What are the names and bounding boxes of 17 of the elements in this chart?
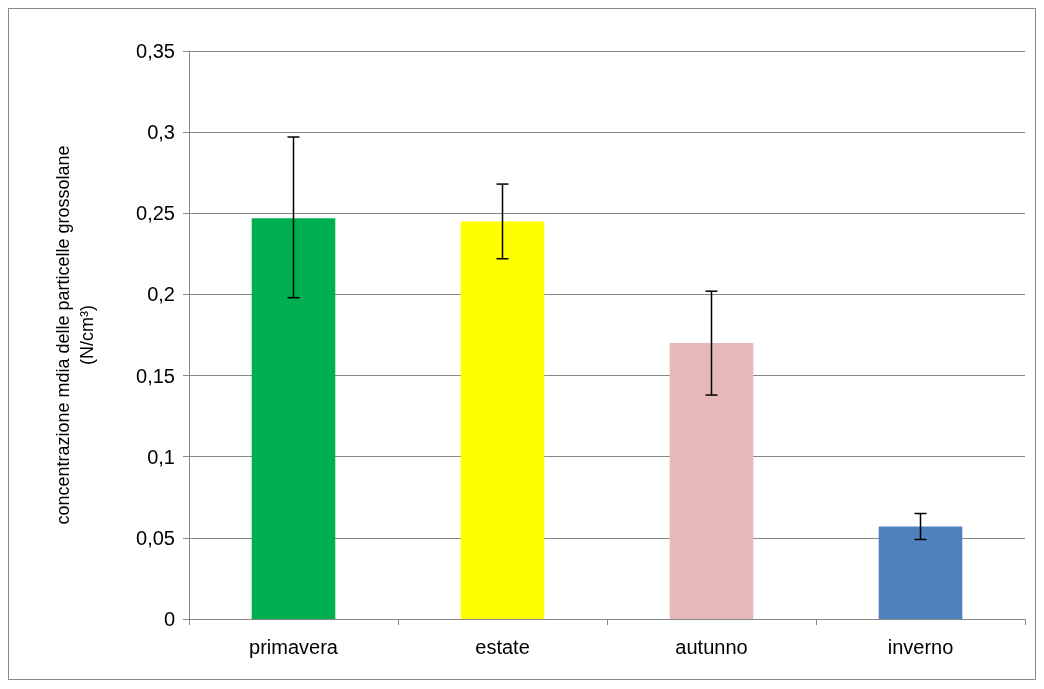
y-tick-label: 0,1 [147,445,175,468]
y-tick-label: 0,35 [136,40,175,62]
bar [460,221,545,619]
y-tick-label: 0,2 [147,283,175,306]
y-tick-label: 0,3 [147,121,175,144]
y-tick-label: 0 [163,608,175,630]
x-tick-label: inverno [887,636,954,658]
y-axis-title: concentrazione mdia delle particelle grossolane (N/cm³) [53,145,97,525]
x-tick-label: estate [475,636,530,658]
bar [669,343,754,619]
y-tick-label: 0,05 [136,526,175,549]
y-tick-label: 0,25 [136,202,175,225]
x-tick-label: primavera [249,636,339,658]
bar [878,526,963,619]
y-tick-label: 0,15 [136,364,175,387]
x-tick-label: autunno [675,636,748,658]
bar [251,218,336,619]
